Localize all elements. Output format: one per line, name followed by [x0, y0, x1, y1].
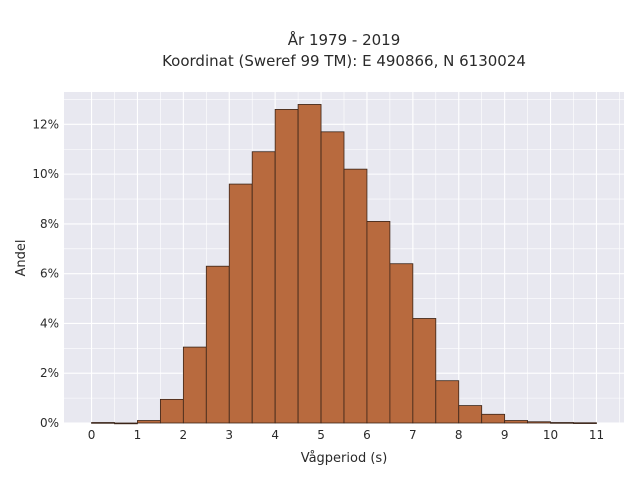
histogram-bar [205, 265, 230, 424]
y-tick-label: 12% [32, 117, 59, 131]
histogram-bar [251, 151, 276, 424]
x-tick-label: 0 [88, 428, 96, 442]
histogram-bar [550, 422, 574, 424]
x-axis-label: Vågperiod (s) [301, 451, 388, 466]
histogram-bar [182, 346, 207, 424]
histogram-bar [159, 398, 184, 424]
x-tick-label: 6 [363, 428, 371, 442]
histogram-bar [412, 318, 437, 424]
x-tick-label: 1 [134, 428, 142, 442]
x-axis-ticks: 0 1 2 3 4 5 6 7 8 9 10 11 [88, 428, 604, 442]
x-tick-label: 11 [589, 428, 604, 442]
histogram-bar [343, 168, 368, 424]
y-tick-label: 4% [40, 316, 59, 330]
y-axis-ticks: 0% 2% 4% 6% 8% 10% 12% [32, 117, 59, 430]
x-tick-label: 9 [501, 428, 509, 442]
histogram-bar [527, 421, 551, 424]
x-tick-label: 8 [455, 428, 463, 442]
y-tick-label: 6% [40, 267, 59, 281]
histogram-bar [114, 422, 138, 425]
histogram-bar [91, 422, 115, 424]
y-tick-label: 2% [40, 366, 59, 380]
y-axis-label: Andel [14, 240, 29, 277]
x-tick-label: 5 [317, 428, 325, 442]
y-tick-label: 10% [32, 167, 59, 181]
y-tick-label: 8% [40, 217, 59, 231]
histogram-bars [91, 104, 597, 425]
grid-lines [64, 92, 624, 424]
histogram-bar [458, 405, 483, 424]
histogram-bar [228, 183, 253, 424]
histogram-bar [274, 109, 299, 424]
histogram-bar [573, 422, 597, 424]
x-tick-label: 3 [225, 428, 233, 442]
x-tick-label: 2 [180, 428, 188, 442]
histogram-bar [504, 420, 529, 424]
histogram-bar [137, 420, 161, 424]
histogram-bar [297, 104, 322, 424]
histogram-bar [481, 413, 506, 424]
y-tick-label: 0% [40, 416, 59, 430]
x-tick-label: 10 [543, 428, 558, 442]
histogram-bar [320, 131, 345, 424]
histogram-bar [389, 263, 414, 424]
x-tick-label: 4 [271, 428, 279, 442]
histogram-bar [435, 380, 460, 424]
chart-title-line-1: År 1979 - 2019 [288, 30, 401, 49]
histogram-bar [366, 221, 391, 424]
x-tick-label: 7 [409, 428, 417, 442]
chart-title-line-2: Koordinat (Sweref 99 TM): E 490866, N 61… [162, 52, 526, 70]
